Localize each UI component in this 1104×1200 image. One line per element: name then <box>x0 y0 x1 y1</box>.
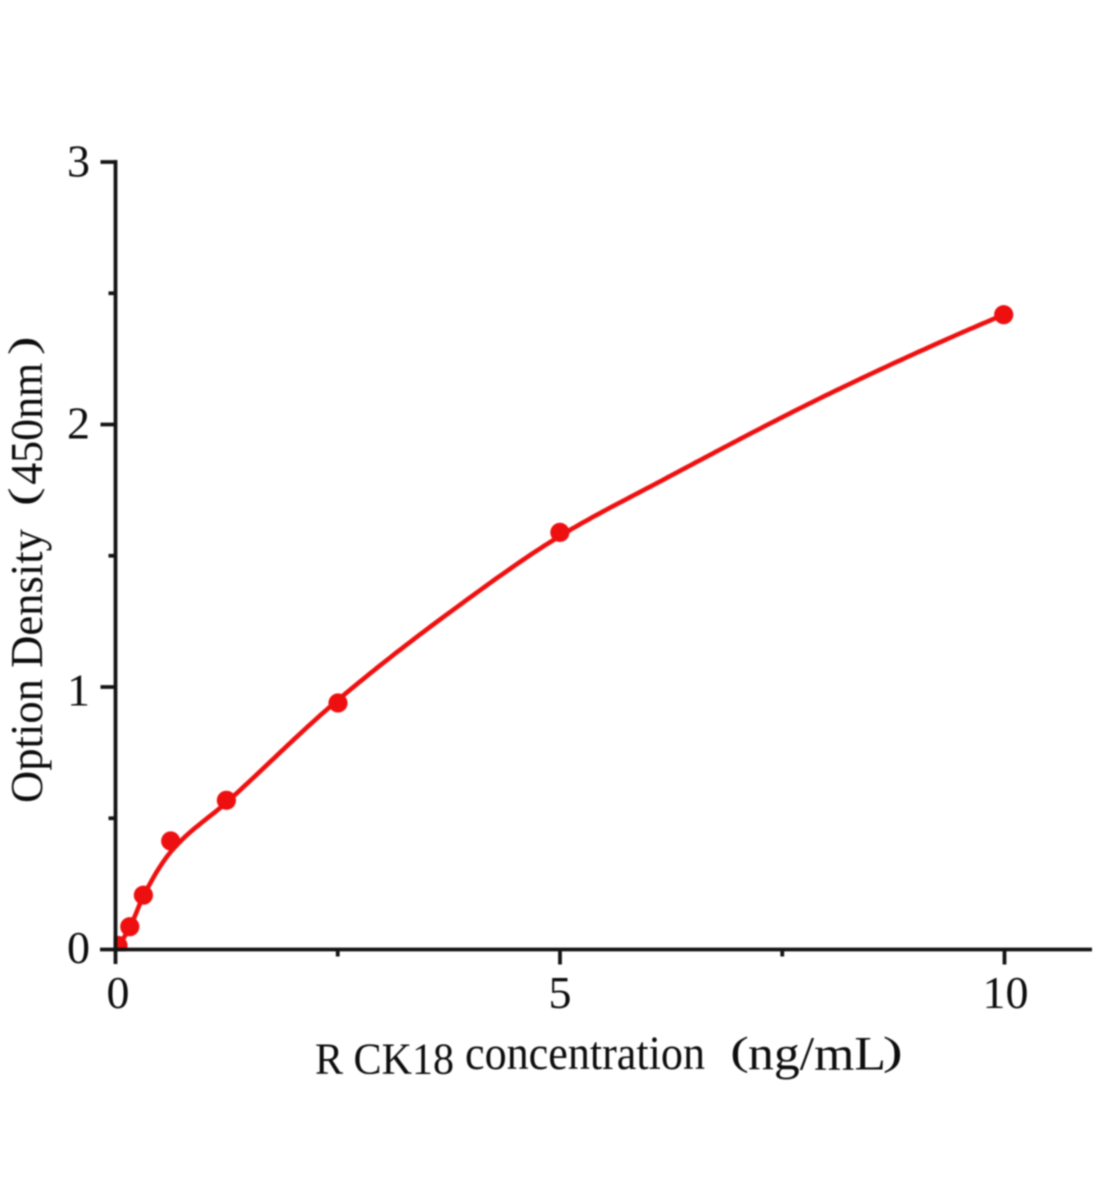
svg-text:1: 1 <box>67 665 90 716</box>
svg-text:3: 3 <box>67 136 90 187</box>
svg-text:10: 10 <box>983 967 1029 1018</box>
svg-text:450nm: 450nm <box>1 363 52 485</box>
svg-text:R CK18: R CK18 <box>315 1034 454 1084</box>
svg-text:5: 5 <box>549 967 572 1018</box>
svg-text:(: ( <box>730 1029 749 1073</box>
svg-text:concentration: concentration <box>465 1027 705 1080</box>
svg-text:Option Density: Option Density <box>1 529 52 803</box>
svg-text:ng/mL: ng/mL <box>748 1028 886 1081</box>
svg-text:): ) <box>883 1030 903 1074</box>
svg-text:0: 0 <box>107 967 130 1018</box>
svg-text:0: 0 <box>67 922 90 973</box>
svg-text:): ) <box>0 336 44 355</box>
svg-text:2: 2 <box>67 398 90 449</box>
svg-text:(: ( <box>0 487 44 506</box>
